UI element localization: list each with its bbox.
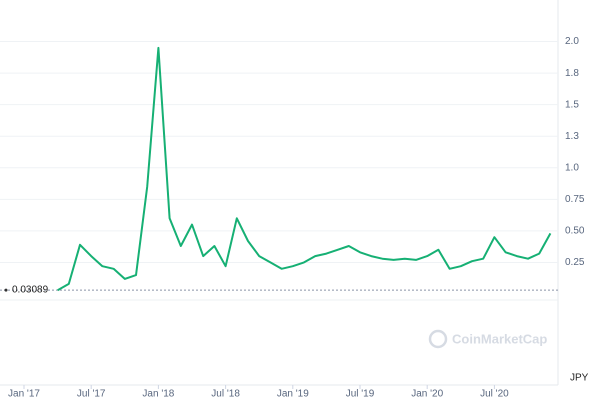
x-tick-label: Jul '20	[480, 389, 509, 400]
y-tick-label: 1.5	[565, 99, 579, 110]
y-tick-label: 1.8	[565, 68, 579, 79]
y-tick-label: 1.0	[565, 162, 579, 173]
reference-dot	[4, 288, 8, 292]
watermark-logo	[428, 329, 448, 349]
x-tick-label: Jul '19	[346, 389, 375, 400]
y-tick-label: 0.50	[565, 226, 585, 237]
x-tick-label: Jan '20	[411, 389, 443, 400]
x-tick-label: Jan '17	[8, 389, 40, 400]
reference-label: 0.03089	[12, 285, 49, 296]
x-tick-label: Jan '19	[277, 389, 309, 400]
y-tick-label: 0.25	[565, 257, 585, 268]
x-tick-label: Jan '18	[142, 389, 174, 400]
x-tick-label: Jul '17	[77, 389, 106, 400]
watermark: CoinMarketCap	[428, 329, 547, 349]
x-tick-label: Jul '18	[211, 389, 240, 400]
price-line	[57, 46, 552, 292]
y-tick-label: 2.0	[565, 36, 579, 47]
y-tick-label: 0.75	[565, 194, 585, 205]
y-tick-label: 1.3	[565, 131, 579, 142]
currency-label: JPY	[570, 373, 589, 384]
watermark-text: CoinMarketCap	[452, 331, 547, 346]
